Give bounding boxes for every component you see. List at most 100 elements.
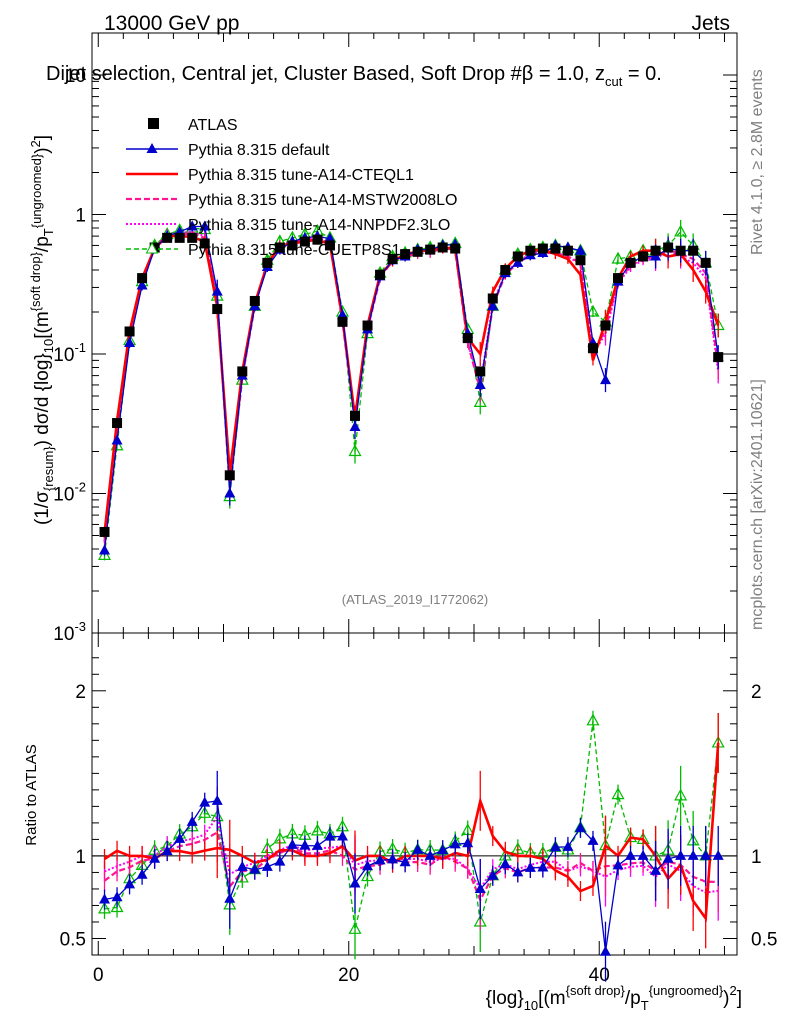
ratio-point <box>625 849 637 860</box>
data-point <box>586 304 600 317</box>
ratio-point <box>235 870 249 883</box>
mcplots-label: mcplots.cern.ch [arXiv:2401.10621] <box>749 379 766 630</box>
data-point <box>350 410 361 421</box>
series-line-nnpdf <box>103 230 720 539</box>
ratio-point <box>499 858 511 869</box>
data-point <box>237 366 248 377</box>
data-point <box>487 300 499 311</box>
data-point <box>99 544 111 555</box>
ratio-point <box>98 901 112 914</box>
data-point <box>199 220 211 231</box>
ratio-tick-label-right: 2 <box>751 682 762 703</box>
ratio-point <box>387 853 399 864</box>
data-point <box>349 420 361 431</box>
data-point <box>337 316 348 327</box>
data-point <box>462 333 473 344</box>
jets-label: Jets <box>691 12 730 35</box>
ratio-point <box>211 794 223 805</box>
ratio-point <box>198 806 212 818</box>
ratio-point <box>586 713 600 726</box>
data-point <box>700 257 711 268</box>
ratio-point <box>224 892 236 903</box>
legend: ATLAS Pythia 8.315 default Pythia 8.315 tu… <box>126 117 457 259</box>
ratio-point <box>186 815 198 826</box>
y-axis-label: (1/σ{resum}) dσ/d {log}10[(m{soft drop}/… <box>28 135 56 525</box>
ratio-point <box>310 823 324 836</box>
data-point <box>575 255 586 266</box>
data-point <box>611 251 625 264</box>
legend-item-cuetp8s1: Pythia 8.315 tune-CUETP8S1 <box>126 241 401 259</box>
data-point <box>487 293 498 304</box>
legend-label: Pythia 8.315 tune-A14-CTEQL1 <box>188 167 414 184</box>
legend-item-nnpdf: Pythia 8.315 tune-A14-NNPDF2.3LO <box>126 217 450 234</box>
energy-label: 13000 GeV pp <box>104 12 239 35</box>
ratio-point <box>587 834 599 845</box>
data-point <box>162 232 173 243</box>
ratio-point <box>437 844 449 855</box>
ratio-point <box>524 861 536 872</box>
legend-item-cteql1: Pythia 8.315 tune-A14-CTEQL1 <box>126 167 414 184</box>
data-point <box>212 304 223 315</box>
y-tick-label: 10 <box>65 66 86 87</box>
plot-title: Dijet selection, Central jet, Cluster Ba… <box>46 63 662 89</box>
ratio-point <box>324 830 336 841</box>
data-point <box>638 251 649 262</box>
ratio-point <box>311 839 323 850</box>
x-tick-label: 40 <box>589 965 610 986</box>
title-end: = 0. <box>622 63 661 85</box>
ratio-point <box>712 849 724 860</box>
ratio-point <box>512 866 524 877</box>
ratio-point <box>650 864 662 875</box>
ratio-point <box>99 893 111 904</box>
data-point <box>112 418 123 429</box>
data-point <box>512 256 524 267</box>
data-point <box>473 395 487 407</box>
ratio-point <box>537 861 549 872</box>
legend-marker <box>145 241 159 254</box>
data-point <box>550 243 561 254</box>
ratio-point <box>687 849 699 860</box>
legend-label: Pythia 8.315 tune-CUETP8S1 <box>188 242 401 259</box>
ratio-point <box>612 859 624 870</box>
ratio-ylabel: Ratio to ATLAS <box>23 744 40 845</box>
axes: 10-3 10-2 10-1 1 10 0 20 40 0.5 0.5 1 1 2 2 <box>53 32 777 986</box>
series-line-default <box>103 225 719 551</box>
ratio-tick-label-right: 0.5 <box>751 929 777 950</box>
ratio-point <box>124 878 136 889</box>
data-point <box>324 240 335 251</box>
data-point <box>287 240 298 251</box>
legend-marker <box>146 143 158 153</box>
data-point <box>336 309 348 320</box>
legend-item-atlas: ATLAS <box>148 117 238 134</box>
data-point <box>450 243 461 254</box>
ratio-point <box>637 849 649 860</box>
ratio-point <box>348 922 362 934</box>
ratio-point <box>336 830 348 841</box>
data-point <box>537 243 548 254</box>
data-point <box>199 238 210 249</box>
data-point <box>124 326 135 337</box>
ratio-point <box>674 788 688 801</box>
data-point <box>599 374 611 385</box>
data-point <box>224 470 235 481</box>
legend-label: Pythia 8.315 tune-A14-MSTW2008LO <box>188 192 457 209</box>
legend-label: ATLAS <box>188 117 238 134</box>
ratio-point <box>574 821 586 832</box>
data-point <box>375 269 386 280</box>
legend-label: Pythia 8.315 default <box>188 142 330 159</box>
series-line-mstw <box>103 232 720 543</box>
ratio-point <box>462 837 474 848</box>
ratio-point <box>236 860 248 871</box>
ratio-point <box>474 882 486 893</box>
data-point <box>475 366 486 377</box>
ratio-point <box>487 869 499 880</box>
y-tick-label: 10-3 <box>53 619 86 645</box>
y-tick-label: 10-1 <box>53 340 86 366</box>
data-point <box>425 244 436 255</box>
series-line-cteql1 <box>103 234 720 534</box>
data-point <box>99 526 110 537</box>
ratio-tick-label-right: 1 <box>751 847 762 868</box>
title-main: Dijet selection, Central jet, Cluster Ba… <box>46 63 605 85</box>
legend-label: Pythia 8.315 tune-A14-NNPDF2.3LO <box>188 217 450 234</box>
data-point <box>500 265 511 276</box>
